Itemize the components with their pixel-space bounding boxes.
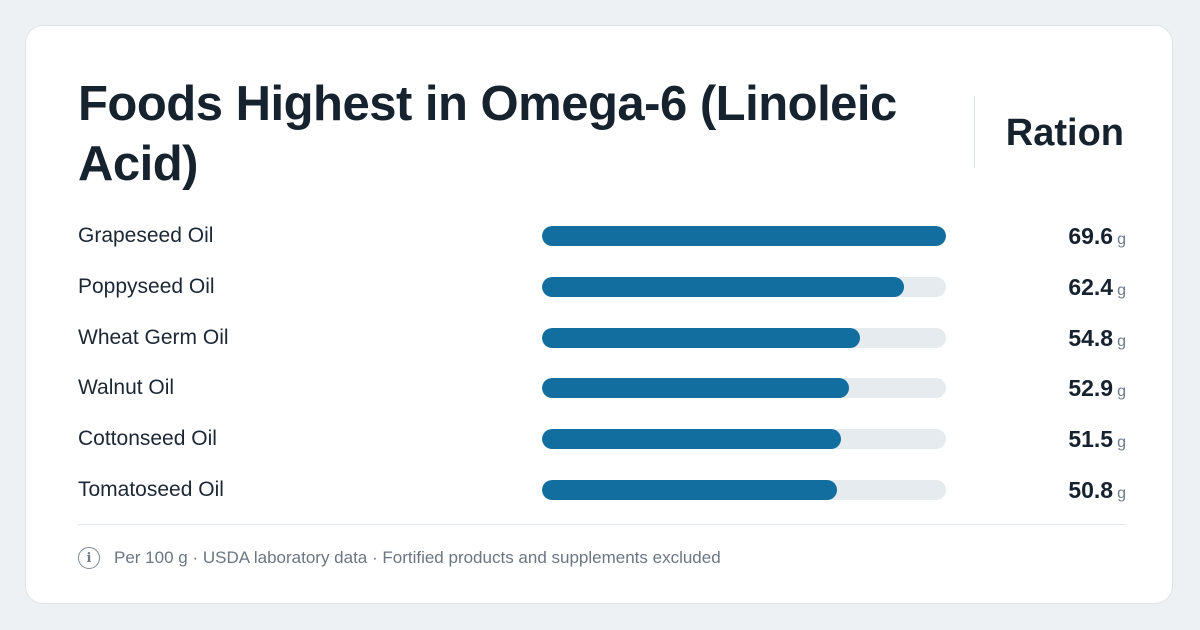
category-label: Grapeseed Oil (78, 224, 214, 247)
info-icon[interactable]: i (78, 547, 100, 569)
category-label: Wheat Germ Oil (78, 325, 229, 349)
bar-track (542, 226, 946, 246)
footer-divider (78, 524, 1126, 525)
footer: i Per 100 g · USDA laboratory data · For… (78, 544, 721, 572)
value-unit: g (1117, 281, 1126, 299)
value-number: 62.4 (1068, 273, 1114, 300)
category-label: Poppyseed Oil (78, 274, 215, 298)
bar-track (542, 479, 946, 500)
bar-row: Wheat Germ Oil 54.8 g (78, 318, 1126, 369)
value-unit: g (1117, 484, 1126, 502)
value-number: 52.9 (1068, 375, 1114, 402)
bar-track (542, 378, 946, 399)
value-unit: g (1117, 231, 1126, 248)
bar-row: Poppyseed Oil 62.4 g (78, 267, 1126, 318)
bar-track (542, 429, 946, 450)
category-label: Cottonseed Oil (78, 427, 217, 451)
value-unit: g (1117, 383, 1126, 401)
ration-label: Ration (1005, 112, 1124, 154)
bar-row: Grapeseed Oil 69.6 g (78, 216, 1126, 267)
chart-card: Foods Highest in Omega-6 (Linoleic Acid)… (25, 25, 1173, 604)
bar (542, 327, 861, 348)
bar (542, 276, 905, 297)
bar (542, 226, 946, 246)
bar-row: Walnut Oil 52.9 g (78, 368, 1126, 419)
value-label: 51.5 g (1068, 425, 1126, 457)
chart-title: Foods Highest in Omega-6 (Linoleic Acid) (78, 77, 897, 191)
value-label: 54.8 g (1068, 324, 1126, 356)
bar (542, 378, 850, 399)
category-label: Walnut Oil (78, 376, 175, 400)
value-label: 50.8 g (1068, 476, 1126, 508)
bar-row: Tomatoseed Oil 50.8 g (78, 470, 1126, 521)
value-number: 54.8 (1068, 324, 1114, 351)
value-label: 69.6 g (1068, 222, 1126, 254)
value-unit: g (1117, 332, 1126, 350)
bar (542, 479, 837, 500)
bar-rows: Grapeseed Oil 69.6 g Poppyseed Oil 62.4 g Whea… (78, 216, 1126, 521)
bar-track (542, 276, 946, 297)
bar (542, 429, 841, 450)
value-number: 51.5 (1068, 426, 1114, 453)
value-label: 62.4 g (1068, 273, 1126, 305)
footnote: Per 100 g · USDA laboratory data · Forti… (114, 548, 721, 567)
value-number: 69.6 (1068, 223, 1114, 249)
value-number: 50.8 (1068, 476, 1114, 503)
value-label: 52.9 g (1068, 374, 1126, 406)
category-label: Tomatoseed Oil (78, 477, 224, 501)
bar-row: Cottonseed Oil 51.5 g (78, 419, 1126, 470)
value-unit: g (1117, 434, 1126, 452)
bar-track (542, 327, 946, 348)
header-divider (974, 96, 975, 168)
